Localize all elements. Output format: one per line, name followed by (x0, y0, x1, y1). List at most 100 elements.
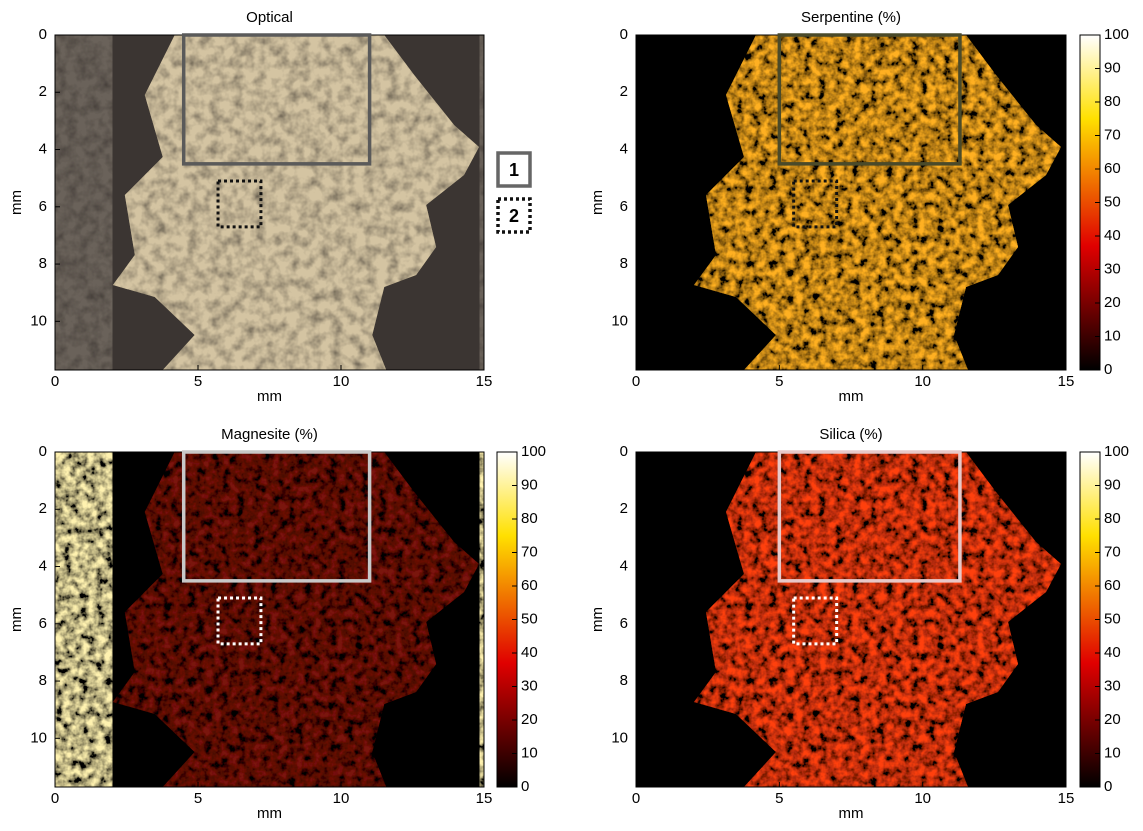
y-axis-label: mm (589, 190, 606, 215)
region-box (792, 596, 839, 646)
legend-label: 2 (509, 206, 519, 226)
y-tick-label: 6 (39, 615, 47, 632)
y-axis-label: mm (8, 190, 25, 215)
x-tick-label: 15 (1058, 790, 1075, 807)
colorbar-tick-label: 100 (1104, 26, 1129, 43)
x-tick-label: 10 (914, 373, 931, 390)
colorbar-tick-label: 20 (521, 711, 538, 728)
y-tick-label: 8 (620, 255, 628, 272)
x-axis-label: mm (257, 388, 282, 405)
y-tick-label: 0 (620, 26, 628, 43)
y-tick-label: 0 (39, 443, 47, 460)
y-tick-label: 4 (39, 557, 47, 574)
colorbar-tick-label: 20 (1104, 294, 1121, 311)
colorbar-tick-label: 0 (1104, 361, 1112, 378)
colorbar-tick-label: 0 (521, 778, 529, 795)
colorbar-tick-label: 30 (1104, 260, 1121, 277)
colorbar-tick-label: 70 (1104, 543, 1121, 560)
map-content (55, 452, 484, 787)
region-box (181, 450, 372, 583)
colorbar-tick-label: 80 (521, 510, 538, 527)
region-box (181, 33, 372, 166)
x-tick-label: 15 (476, 373, 493, 390)
y-tick-label: 8 (620, 672, 628, 689)
y-tick-label: 2 (620, 83, 628, 100)
x-axis-label: mm (839, 805, 864, 822)
colorbar-tick-label: 30 (521, 677, 538, 694)
colorbar-tick-label: 50 (521, 610, 538, 627)
y-tick-label: 2 (620, 500, 628, 517)
y-tick-label: 8 (39, 255, 47, 272)
y-tick-label: 4 (39, 140, 47, 157)
colorbar-tick-label: 50 (1104, 193, 1121, 210)
y-tick-label: 6 (620, 198, 628, 215)
x-tick-label: 15 (1058, 373, 1075, 390)
panel-title: Optical (246, 9, 293, 26)
region-box (777, 450, 962, 583)
colorbar-tick-label: 100 (1104, 443, 1129, 460)
colorbar-tick-label: 10 (1104, 327, 1121, 344)
colorbar-tick-label: 30 (1104, 677, 1121, 694)
colorbar-tick-label: 60 (1104, 577, 1121, 594)
colorbar-tick-label: 80 (1104, 93, 1121, 110)
colorbar-tick-label: 90 (1104, 59, 1121, 76)
y-axis-label: mm (589, 607, 606, 632)
x-tick-label: 10 (333, 790, 350, 807)
colorbar-tick-label: 20 (1104, 711, 1121, 728)
region-box (216, 596, 263, 646)
map-content (636, 452, 1066, 787)
panel-title: Silica (%) (819, 426, 882, 443)
region-box (792, 179, 839, 229)
y-tick-label: 10 (611, 312, 628, 329)
y-tick-label: 4 (620, 140, 628, 157)
y-tick-label: 10 (30, 312, 47, 329)
region-box (216, 179, 263, 229)
panel-title: Serpentine (%) (801, 9, 901, 26)
colorbar-tick-label: 10 (1104, 744, 1121, 761)
colorbar-tick-label: 40 (1104, 227, 1121, 244)
y-tick-label: 0 (620, 443, 628, 460)
colorbar-tick-label: 70 (1104, 126, 1121, 143)
map-content (636, 35, 1066, 370)
x-tick-label: 0 (632, 373, 640, 390)
x-tick-label: 0 (632, 790, 640, 807)
legend-key (496, 197, 532, 234)
x-tick-label: 0 (51, 373, 59, 390)
legend-key (496, 151, 532, 188)
y-tick-label: 2 (39, 500, 47, 517)
map-image (636, 452, 1066, 787)
x-tick-label: 15 (476, 790, 493, 807)
y-tick-label: 0 (39, 26, 47, 43)
y-tick-label: 10 (611, 729, 628, 746)
colorbar-tick-label: 0 (1104, 778, 1112, 795)
colorbar-tick-label: 40 (521, 644, 538, 661)
colorbar-tick-label: 80 (1104, 510, 1121, 527)
x-tick-label: 5 (194, 373, 202, 390)
y-axis-label: mm (8, 607, 25, 632)
map-content (55, 35, 484, 370)
colorbar-tick-label: 60 (521, 577, 538, 594)
x-tick-label: 10 (333, 373, 350, 390)
colorbar-tick-label: 50 (1104, 610, 1121, 627)
colorbar-tick-label: 10 (521, 744, 538, 761)
x-axis-label: mm (257, 805, 282, 822)
colorbar-tick-label: 90 (1104, 476, 1121, 493)
colorbar-tick-label: 70 (521, 543, 538, 560)
y-tick-label: 4 (620, 557, 628, 574)
legend-label: 1 (509, 160, 519, 180)
y-tick-label: 2 (39, 83, 47, 100)
x-tick-label: 0 (51, 790, 59, 807)
x-tick-label: 10 (914, 790, 931, 807)
panel-title: Magnesite (%) (221, 426, 318, 443)
map-image (636, 35, 1066, 370)
colorbar-tick-label: 90 (521, 476, 538, 493)
colorbar-tick-label: 100 (521, 443, 546, 460)
x-tick-label: 5 (775, 373, 783, 390)
colorbar-tick-label: 60 (1104, 160, 1121, 177)
